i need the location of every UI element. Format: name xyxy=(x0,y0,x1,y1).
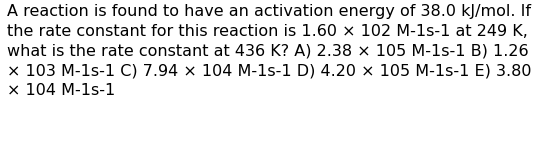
Text: A reaction is found to have an activation energy of 38.0 kJ/mol. If
the rate con: A reaction is found to have an activatio… xyxy=(7,4,532,98)
